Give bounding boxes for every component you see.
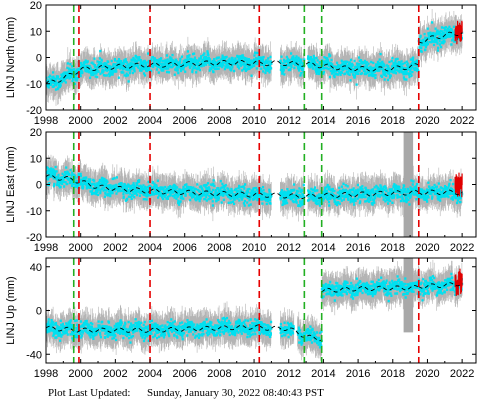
y-tick-label: 20: [30, 127, 42, 139]
x-tick-label: 2004: [138, 242, 162, 254]
x-tick-label: 2016: [346, 242, 370, 254]
trend-line-1: [46, 325, 151, 333]
trend-line-3: [259, 192, 307, 200]
footer-label: Plot Last Updated:: [48, 387, 131, 399]
x-tick-label: 2000: [68, 368, 92, 380]
x-tick-label: 1998: [34, 368, 58, 380]
y-tick-label: -40: [26, 349, 42, 361]
trend-line-2: [149, 60, 260, 68]
x-tick-label: 2010: [242, 242, 266, 254]
x-tick-label: 2006: [172, 242, 196, 254]
panel-2: 1998 2000 2002 2004 2006 2008 2010 2012 2014 2016…: [5, 127, 477, 254]
trend-line-4: [305, 189, 420, 199]
y-tick-label: 10: [30, 153, 42, 165]
data-points: [46, 21, 464, 91]
trend-line-4: [305, 61, 420, 72]
x-tick-label: 2000: [68, 115, 92, 127]
x-tick-label: 2002: [103, 368, 127, 380]
x-tick-label: 2012: [276, 242, 300, 254]
x-tick-label: 2016: [346, 115, 370, 127]
x-tick-label: 2014: [311, 115, 335, 127]
x-tick-label: 2006: [172, 368, 196, 380]
y-tick-label: 40: [30, 262, 42, 274]
y-axis-label: LINJ Up (mm): [5, 276, 17, 344]
x-tick-label: 2008: [207, 115, 231, 127]
x-tick-label: 2010: [242, 115, 266, 127]
y-tick-label: -20: [26, 105, 42, 117]
trend-line-5: [418, 189, 463, 196]
outlier-band: [403, 258, 414, 333]
x-tick-label: 2018: [381, 242, 405, 254]
trend-line-3: [259, 325, 322, 342]
footer: Plot Last Updated: Sunday, January 30, 2…: [0, 384, 481, 404]
plot-area: [46, 9, 464, 106]
footer-timestamp: Sunday, January 30, 2022 08:40:43 PST: [147, 387, 324, 399]
trend-line-1: [46, 174, 151, 194]
x-tick-label: 2014: [311, 242, 335, 254]
x-tick-label: 2008: [207, 242, 231, 254]
x-tick-label: 2020: [415, 242, 439, 254]
x-tick-label: 2000: [68, 242, 92, 254]
y-tick-label: 0: [36, 306, 42, 318]
x-tick-label: 2022: [450, 242, 474, 254]
x-tick-label: 2002: [103, 115, 127, 127]
x-tick-label: 1998: [34, 242, 58, 254]
outlier-band: [403, 132, 414, 237]
trend-line-5: [418, 31, 463, 44]
trend-line-3: [259, 60, 307, 67]
y-tick-label: -10: [26, 79, 42, 91]
x-tick-label: 2022: [450, 368, 474, 380]
x-tick-label: 2008: [207, 368, 231, 380]
error-bars: [46, 259, 463, 361]
x-tick-label: 2020: [415, 115, 439, 127]
x-tick-label: 2018: [381, 115, 405, 127]
panel-1: 1998 2000 2002 2004 2006 2008 2010 2012 2014 2016…: [5, 0, 477, 127]
data-points: [46, 272, 464, 349]
y-tick-label: 10: [30, 26, 42, 38]
y-tick-label: -10: [26, 206, 42, 218]
x-tick-label: 2012: [276, 115, 300, 127]
x-tick-label: 2020: [415, 368, 439, 380]
y-tick-label: 0: [36, 53, 42, 65]
x-tick-label: 2016: [346, 368, 370, 380]
x-tick-label: 2010: [242, 368, 266, 380]
x-tick-label: 2002: [103, 242, 127, 254]
x-tick-label: 2004: [138, 115, 162, 127]
plot-area: [46, 132, 464, 237]
x-tick-label: 2004: [138, 368, 162, 380]
x-tick-label: 2018: [381, 368, 405, 380]
trend-line-2: [149, 188, 260, 198]
y-tick-label: 20: [30, 0, 42, 12]
y-tick-label: -20: [26, 232, 42, 244]
panel-3: 1998 2000 2002 2004 2006 2008 2010 2012 2014 2016…: [5, 257, 477, 380]
x-tick-label: 2014: [311, 368, 335, 380]
trend-line-5: [418, 282, 463, 289]
y-axis-label: LINJ East (mm): [5, 146, 17, 222]
y-axis-label: LINJ North (mm): [5, 17, 17, 98]
x-tick-label: 1998: [34, 115, 58, 127]
recent-red-points: [454, 172, 463, 198]
trend-line-4: [321, 285, 420, 293]
error-bars: [46, 9, 463, 106]
x-tick-label: 2006: [172, 115, 196, 127]
x-tick-label: 2012: [276, 368, 300, 380]
y-tick-label: 0: [36, 180, 42, 192]
x-tick-label: 2022: [450, 115, 474, 127]
plot-area: [46, 258, 464, 361]
